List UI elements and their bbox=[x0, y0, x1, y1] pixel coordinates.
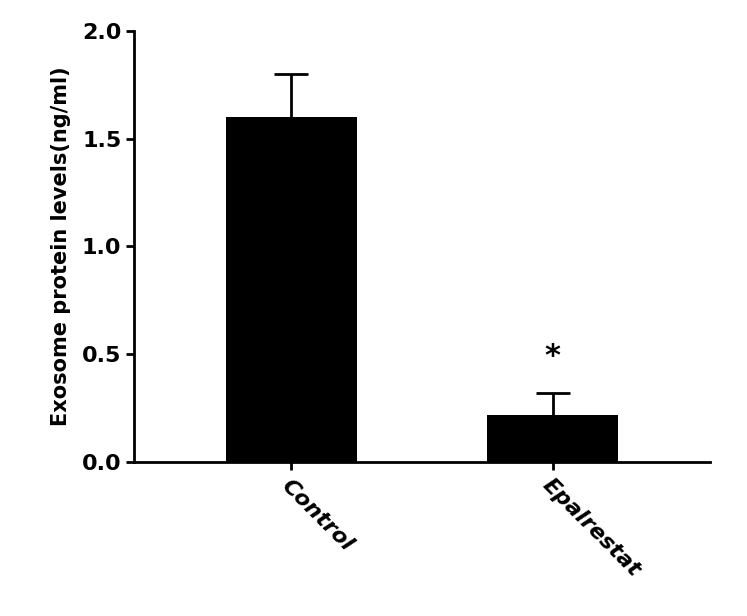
Y-axis label: Exosome protein levels(ng/ml): Exosome protein levels(ng/ml) bbox=[51, 67, 70, 426]
Bar bbox=[487, 415, 618, 462]
Bar bbox=[226, 117, 357, 462]
Text: *: * bbox=[545, 342, 561, 371]
